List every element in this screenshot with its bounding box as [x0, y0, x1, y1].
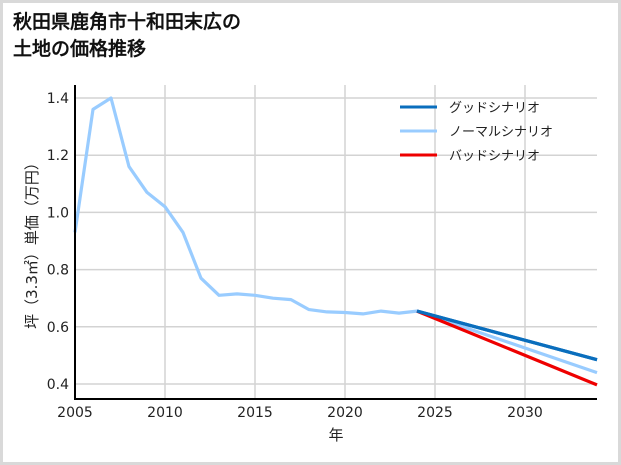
series-line: [73, 96, 598, 375]
y-tick-label: 1.4: [47, 91, 69, 107]
series-line-good: [416, 309, 598, 362]
x-tick-label: 2005: [57, 405, 93, 421]
y-tick-label: 0.6: [47, 320, 69, 336]
chart-title: 秋田県鹿角市十和田末広の 土地の価格推移: [13, 9, 241, 63]
x-tick-label: 2010: [147, 405, 183, 421]
y-tick-label: 1.0: [47, 205, 69, 221]
x-tick-label: 2020: [327, 405, 363, 421]
y-tick-label: 1.2: [47, 148, 69, 164]
title-line-2: 土地の価格推移: [13, 38, 147, 60]
axes: [74, 85, 597, 400]
x-axis-label: 年: [328, 426, 343, 444]
y-axis-label: 坪（3.3㎡）単価（万円）: [23, 155, 41, 329]
y-tick-label: 0.8: [47, 263, 69, 279]
legend-label: グッドシナリオ: [449, 101, 540, 116]
y-tick-label: 0.4: [47, 377, 69, 393]
x-tick-label: 2025: [417, 405, 453, 421]
x-tick-label: 2015: [237, 405, 273, 421]
series-line: [416, 309, 598, 387]
tick-labels: 2005 2010 2015 2020 2025 2030 0.4 0.6 0.8 1.0 1.2 1…: [47, 91, 543, 421]
x-tick-label: 2030: [507, 405, 543, 421]
legend-label: ノーマルシナリオ: [449, 125, 553, 140]
legend-label: バッドシナリオ: [449, 149, 540, 164]
series-lines: [73, 96, 598, 387]
title-line-1: 秋田県鹿角市十和田末広の: [13, 11, 242, 33]
